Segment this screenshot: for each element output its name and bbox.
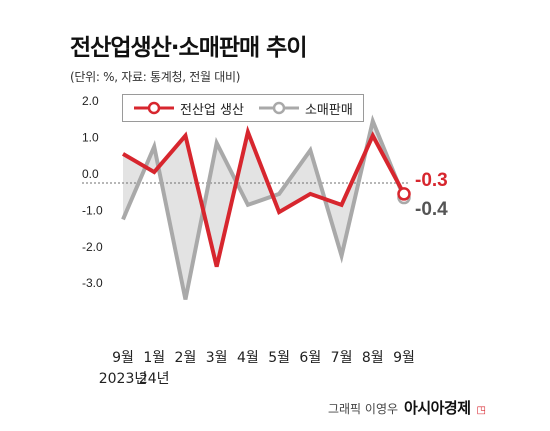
y-tick-label: -1.0 [82, 203, 103, 217]
legend-item-retail: 소매판매 [258, 99, 353, 118]
series-gap-area [123, 121, 404, 300]
x-tick-label: 1월 [143, 350, 165, 366]
end-marker-industrial [397, 187, 411, 201]
legend-marker-retail [258, 101, 299, 115]
chart-subtitle: (단위: %, 자료: 통계청, 전월 대비) [70, 70, 241, 84]
end-label-industrial: -0.3 [415, 170, 448, 191]
legend-marker-industrial [134, 101, 174, 115]
x-tick-label: 9월 [112, 350, 134, 366]
chart-legend: 전산업 생산 소매판매 [122, 94, 364, 122]
x-tick-label: 3월 [206, 350, 228, 366]
y-tick-label: 1.0 [82, 131, 99, 145]
brand-logo: 아시아경제 [404, 399, 471, 417]
chart-title: 전산업생산·소매판매 추이 [70, 35, 308, 61]
y-tick-label: 2.0 [82, 94, 99, 108]
x-tick-label: 4월 [237, 350, 259, 366]
x-tick-label: 7월 [331, 350, 353, 366]
x-year-label: 2023년 [99, 371, 148, 387]
series-line-retail [121, 114, 406, 300]
x-tick-label: 9월 [393, 350, 415, 366]
series-line-industrial [121, 125, 406, 268]
y-tick-label: 0.0 [82, 167, 99, 181]
x-tick-label: 5월 [268, 350, 290, 366]
legend-label-industrial: 전산업 생산 [180, 102, 244, 118]
credit-text: 그래픽 이영우 [327, 402, 399, 416]
y-tick-label: -2.0 [82, 240, 103, 254]
y-tick-label: -3.0 [82, 276, 103, 290]
x-tick-label: 6월 [299, 350, 321, 366]
x-tick-label: 8월 [362, 350, 384, 366]
end-label-retail: -0.4 [415, 199, 448, 220]
legend-item-industrial: 전산업 생산 [133, 99, 244, 118]
credit-line: 그래픽 이영우 아시아경제 ◳ [328, 397, 486, 418]
brand-mark-icon: ◳ [476, 405, 486, 416]
legend-label-retail: 소매판매 [304, 102, 353, 118]
x-tick-label: 2월 [175, 350, 197, 366]
x-year-label: 24년 [139, 371, 170, 387]
